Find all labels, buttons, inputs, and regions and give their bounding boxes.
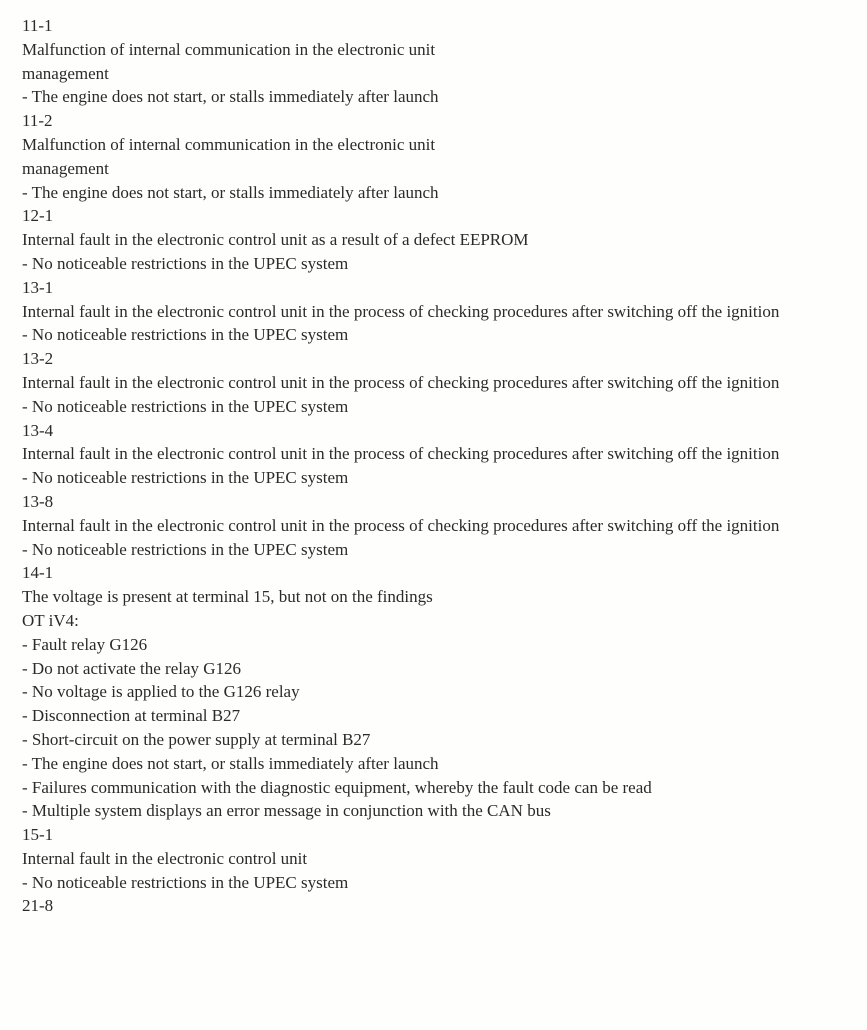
document-body: 11-1Malfunction of internal communicatio… xyxy=(22,14,867,918)
text-line: The voltage is present at terminal 15, b… xyxy=(22,585,867,609)
text-line: Internal fault in the electronic control… xyxy=(22,228,867,252)
text-line: - No noticeable restrictions in the UPEC… xyxy=(22,538,867,562)
text-line: - No noticeable restrictions in the UPEC… xyxy=(22,871,867,895)
text-line: Internal fault in the electronic control… xyxy=(22,371,867,395)
text-line: - No noticeable restrictions in the UPEC… xyxy=(22,466,867,490)
text-line: - Do not activate the relay G126 xyxy=(22,657,867,681)
text-line: - No noticeable restrictions in the UPEC… xyxy=(22,395,867,419)
text-line: - The engine does not start, or stalls i… xyxy=(22,181,867,205)
text-line: 21-8 xyxy=(22,894,867,918)
text-line: OT iV4: xyxy=(22,609,867,633)
text-line: Internal fault in the electronic control… xyxy=(22,514,867,538)
text-line: 13-2 xyxy=(22,347,867,371)
text-line: management xyxy=(22,157,867,181)
text-line: management xyxy=(22,62,867,86)
text-line: Malfunction of internal communication in… xyxy=(22,133,867,157)
text-line: 15-1 xyxy=(22,823,867,847)
text-line: - No voltage is applied to the G126 rela… xyxy=(22,680,867,704)
text-line: 11-1 xyxy=(22,14,867,38)
text-line: Internal fault in the electronic control… xyxy=(22,300,867,324)
text-line: - The engine does not start, or stalls i… xyxy=(22,752,867,776)
text-line: 11-2 xyxy=(22,109,867,133)
text-line: - No noticeable restrictions in the UPEC… xyxy=(22,252,867,276)
text-line: Internal fault in the electronic control… xyxy=(22,442,867,466)
text-line: 14-1 xyxy=(22,561,867,585)
text-line: - Fault relay G126 xyxy=(22,633,867,657)
text-line: - No noticeable restrictions in the UPEC… xyxy=(22,323,867,347)
text-line: 13-4 xyxy=(22,419,867,443)
text-line: Malfunction of internal communication in… xyxy=(22,38,867,62)
text-line: - Disconnection at terminal B27 xyxy=(22,704,867,728)
text-line: 12-1 xyxy=(22,204,867,228)
text-line: 13-1 xyxy=(22,276,867,300)
text-line: 13-8 xyxy=(22,490,867,514)
text-line: Internal fault in the electronic control… xyxy=(22,847,867,871)
text-line: - Short-circuit on the power supply at t… xyxy=(22,728,867,752)
text-line: - Multiple system displays an error mess… xyxy=(22,799,867,823)
text-line: - Failures communication with the diagno… xyxy=(22,776,867,800)
text-line: - The engine does not start, or stalls i… xyxy=(22,85,867,109)
